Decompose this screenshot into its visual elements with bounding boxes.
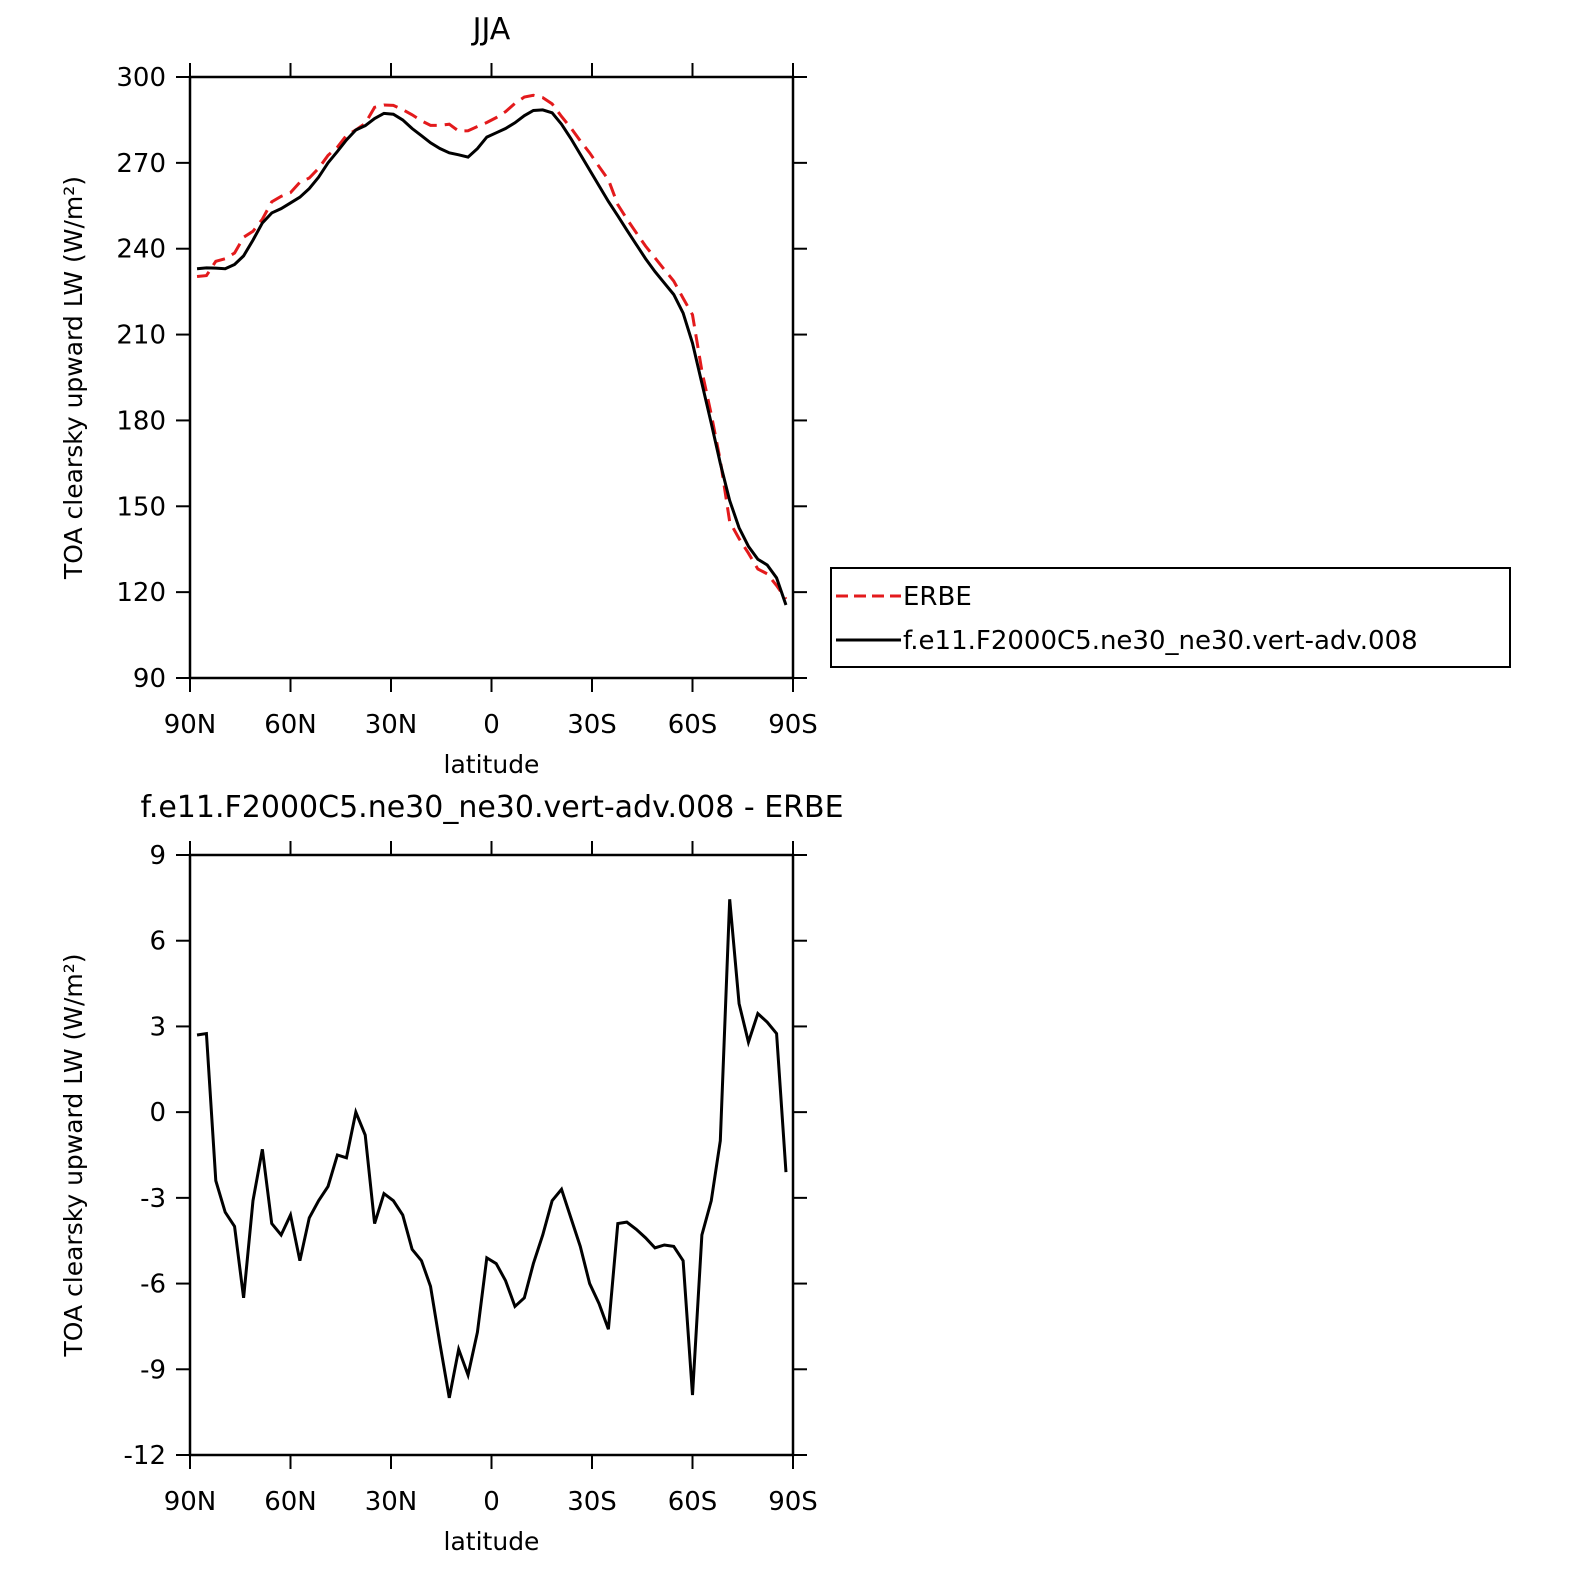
x-axis-label: latitude: [444, 750, 540, 779]
x-tick-label: 90S: [768, 1487, 818, 1517]
x-tick-label: 60N: [264, 710, 317, 740]
y-axis-label: TOA clearsky upward LW (W/m²): [59, 953, 88, 1357]
y-tick-label: 120: [116, 578, 166, 608]
y-tick-label: -12: [124, 1441, 166, 1471]
y-tick-label: 150: [116, 492, 166, 522]
series-line: [196, 108, 788, 606]
series-line: [196, 899, 788, 1399]
y-axis-label: TOA clearsky upward LW (W/m²): [59, 176, 88, 580]
y-tick-label: 0: [149, 1098, 166, 1128]
plot-frame: [188, 853, 795, 1457]
x-tick-label: 60N: [264, 1487, 317, 1517]
y-tick-label: 6: [149, 927, 166, 957]
x-tick-label: 90N: [164, 1487, 217, 1517]
y-tick-label: 180: [116, 406, 166, 436]
x-tick-label: 30N: [365, 710, 418, 740]
legend-label: ERBE: [903, 582, 972, 612]
x-tick-label: 60S: [668, 1487, 718, 1517]
y-tick-label: 90: [133, 664, 166, 694]
y-tick-label: 210: [116, 321, 166, 351]
x-tick-label: 90S: [768, 710, 818, 740]
x-axis-label: latitude: [444, 1527, 540, 1556]
x-tick-label: 30S: [567, 1487, 617, 1517]
y-tick-label: 270: [116, 149, 166, 179]
plot-frame: [188, 75, 795, 680]
legend-box: [830, 567, 1511, 668]
y-tick-label: -9: [140, 1355, 166, 1385]
y-tick-label: 300: [116, 63, 166, 93]
chart-title: JJA: [471, 12, 511, 47]
y-tick-label: 240: [116, 235, 166, 265]
x-tick-label: 60S: [668, 710, 718, 740]
x-tick-label: 90N: [164, 710, 217, 740]
x-tick-label: 30N: [365, 1487, 418, 1517]
y-tick-label: -6: [140, 1270, 166, 1300]
y-tick-label: 9: [149, 841, 166, 871]
legend-label: f.e11.F2000C5.ne30_ne30.vert-adv.008: [903, 626, 1418, 656]
y-tick-label: 3: [149, 1012, 166, 1042]
series-line: [196, 93, 788, 600]
x-tick-label: 0: [483, 1487, 500, 1517]
x-tick-label: 30S: [567, 710, 617, 740]
chart-title: f.e11.F2000C5.ne30_ne30.vert-adv.008 - E…: [140, 790, 843, 825]
y-tick-label: -3: [140, 1184, 166, 1214]
x-tick-label: 0: [483, 710, 500, 740]
